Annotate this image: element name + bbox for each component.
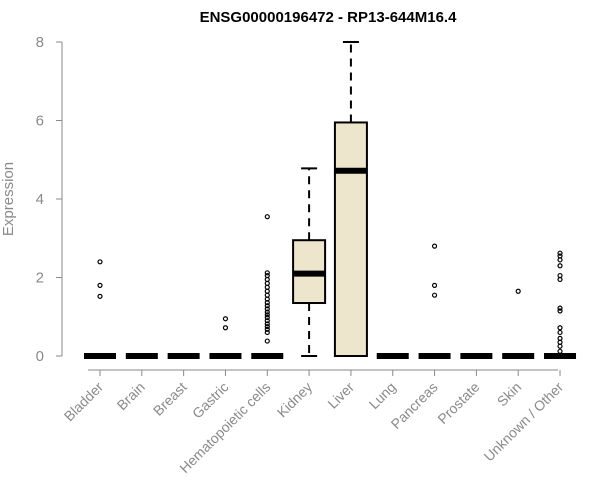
outlier-point (222, 316, 229, 322)
outlier-point (557, 272, 563, 279)
y-tick-label: 2 (36, 270, 44, 287)
outlier-point (222, 325, 229, 331)
x-tick-label: Skin (494, 379, 525, 410)
box-group (333, 41, 368, 358)
outlier-point (557, 308, 563, 314)
y-axis-label: Expression (0, 162, 17, 236)
outlier-point (264, 321, 270, 327)
outlier-point (264, 314, 270, 321)
outlier-point (264, 312, 270, 318)
outlier-point (557, 305, 563, 311)
outlier-point (97, 293, 103, 299)
box-group (251, 214, 284, 359)
chart-title: ENSG00000196472 - RP13-644M16.4 (200, 9, 457, 26)
outlier-point (264, 306, 270, 312)
outlier-point (97, 259, 103, 265)
x-tick-label: Bladder (61, 379, 107, 425)
box-iqr (333, 121, 368, 358)
outlier-point (264, 338, 270, 344)
outlier-point (431, 292, 438, 298)
outlier-point (264, 323, 270, 330)
y-tick-label: 4 (36, 191, 44, 208)
outlier-point (97, 282, 103, 288)
outlier-point (264, 214, 270, 220)
outlier-point (557, 253, 563, 259)
outlier-point (264, 270, 270, 276)
outlier-point (264, 303, 270, 309)
outlier-point (264, 318, 270, 324)
x-tick-label: Lung (366, 379, 399, 412)
x-tick-label: Brain (114, 379, 148, 413)
x-tick-label: Breast (150, 379, 190, 419)
box-group (502, 288, 535, 359)
x-tick-label: Unknown / Other (481, 379, 567, 465)
outlier-point (515, 288, 521, 294)
box-group (209, 316, 242, 359)
outlier-point (557, 335, 563, 341)
outlier-point (264, 326, 270, 332)
box-group (418, 243, 451, 359)
outlier-point (557, 348, 563, 354)
outlier-point (264, 309, 270, 315)
outlier-point (264, 329, 270, 336)
x-tick-label: Liver (324, 379, 357, 412)
x-tick-label: Kidney (274, 379, 316, 421)
y-tick-label: 8 (36, 34, 44, 51)
outlier-point (431, 243, 438, 249)
y-axis-ticks: 0 2 4 6 8 (36, 34, 62, 365)
outlier-point (557, 263, 563, 269)
outlier-point (264, 272, 270, 279)
y-tick-label: 6 (36, 113, 44, 130)
box-group (292, 167, 327, 357)
outlier-point (557, 329, 563, 336)
boxes-layer (84, 41, 577, 359)
box-group (544, 250, 577, 359)
outlier-point (431, 282, 438, 288)
x-tick-label: Prostate (434, 379, 482, 427)
y-tick-label: 0 (36, 348, 44, 365)
outlier-point (557, 325, 563, 331)
box-group (84, 259, 116, 359)
outlier-point (557, 250, 563, 256)
